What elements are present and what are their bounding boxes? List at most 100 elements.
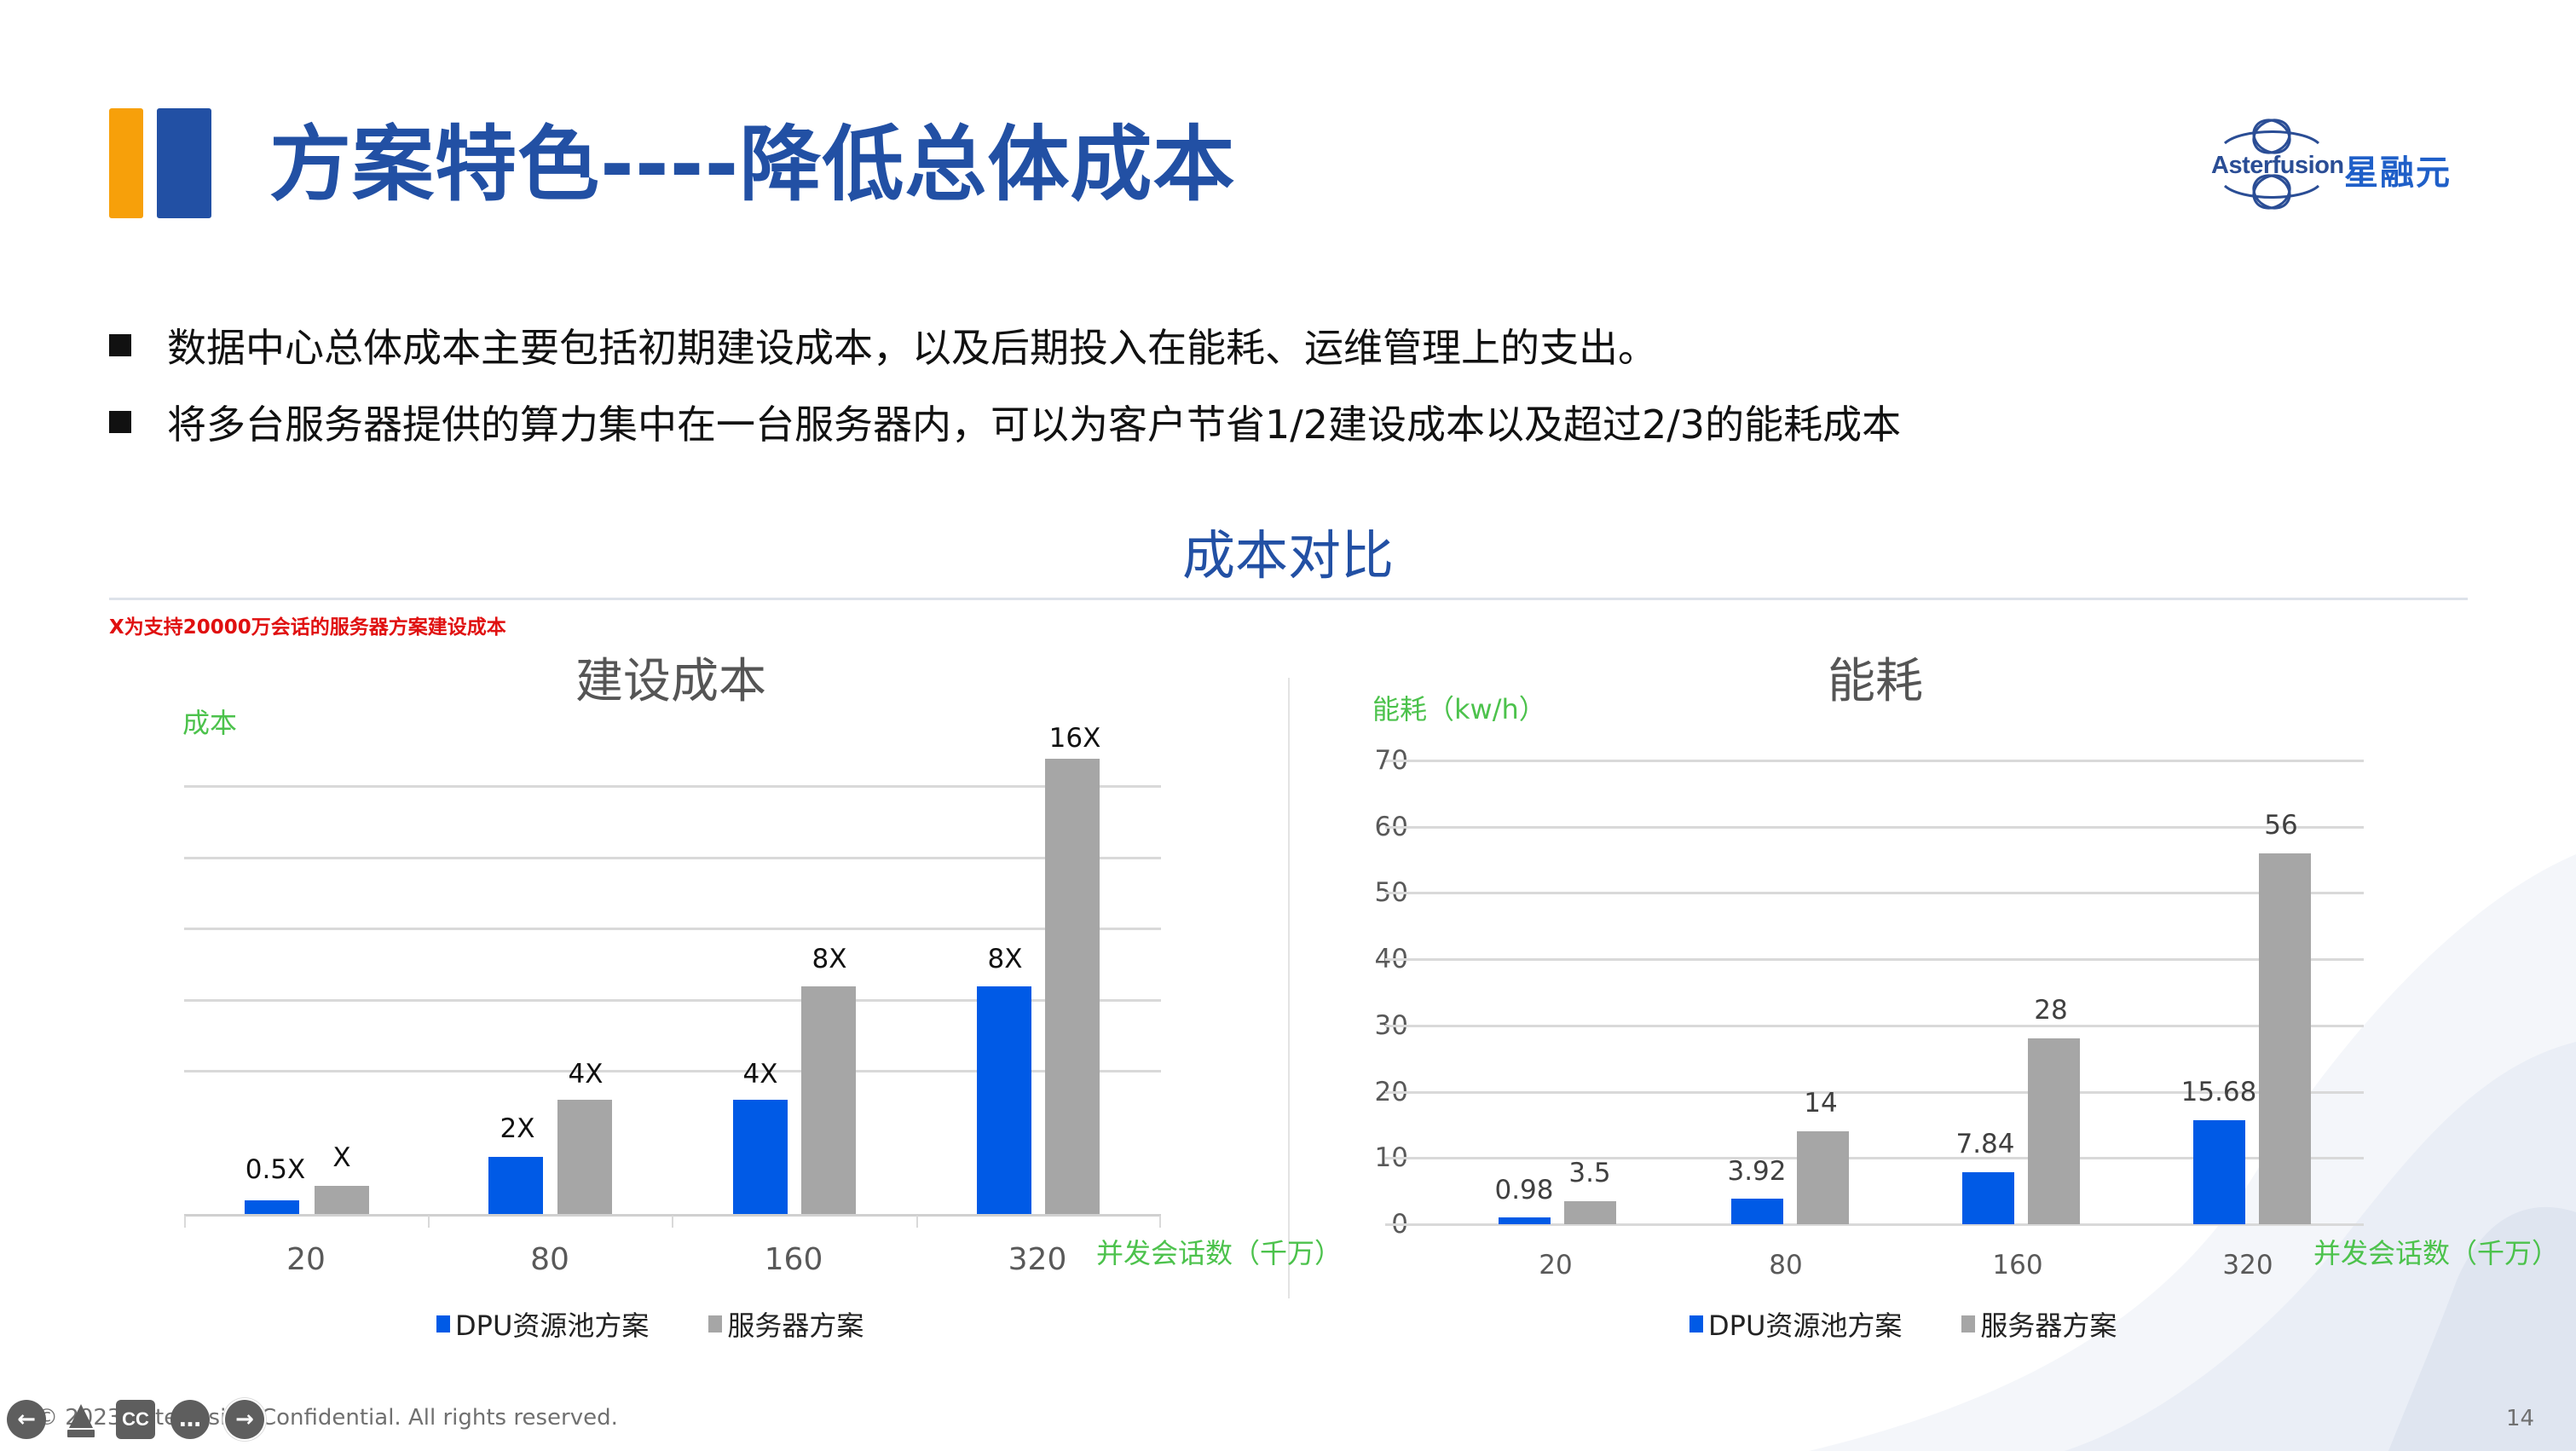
data-label: 8X [811,944,847,974]
more-options-button[interactable]: … [170,1400,210,1439]
construction-cost-chart: 建设成本 成本 0.5X X 2X 4X 4X 8X 8X 16X 20 80 … [182,654,1342,1344]
data-label: 2X [500,1113,535,1144]
x-axis-line [184,1214,1161,1217]
arrow-right-icon: → [235,1407,254,1432]
data-label: 4X [568,1059,604,1090]
gridline [1385,760,2364,762]
title-accent-bar-orange [109,108,143,218]
bar-dpu-20 [1499,1217,1551,1224]
bullet-list: 数据中心总体成本主要包括初期建设成本，以及后期投入在能耗、运维管理上的支出。 将… [109,307,1901,460]
data-label: 14 [1804,1088,1838,1119]
bar-server-320 [1045,759,1100,1214]
bullet-text: 将多台服务器提供的算力集中在一台服务器内，可以为客户节省1/2建设成本以及超过2… [167,402,1902,448]
x-tick-mark [184,1216,186,1228]
data-label: 0.5X [245,1154,306,1185]
section-title-text: 成本对比 [1181,524,1394,587]
square-bullet-icon [109,334,131,356]
chart-legend: DPU资源池方案 服务器方案 [1689,1304,2176,1344]
x-axis-label: 并发会话数（千万） [1096,1237,1343,1269]
pen-icon [67,1404,95,1437]
cost-note: X为支持20000万会话的服务器方案建设成本 [109,616,506,639]
x-tick-mark [1159,1216,1161,1228]
data-label: 7.84 [1955,1129,2015,1159]
x-tick-label: 160 [764,1242,823,1277]
logo-text-en: Asterfusion [2211,152,2344,179]
legend-swatch-blue-icon [436,1315,450,1332]
bar-dpu-320 [977,986,1031,1214]
gridline [184,857,1161,859]
company-logo: Asterfusion 星融元 [2208,111,2472,217]
x-axis-label: 并发会话数（千万） [2313,1237,2560,1269]
bullet-item: 数据中心总体成本主要包括初期建设成本，以及后期投入在能耗、运维管理上的支出。 [109,307,1901,384]
bullet-text: 数据中心总体成本主要包括初期建设成本，以及后期投入在能耗、运维管理上的支出。 [167,325,1657,371]
bullet-item: 将多台服务器提供的算力集中在一台服务器内，可以为客户节省1/2建设成本以及超过2… [109,384,1901,460]
data-label: 56 [2264,810,2298,841]
legend-label: DPU资源池方案 [1708,1309,1903,1342]
gridline [1385,1091,2364,1094]
data-label: 4X [742,1059,778,1090]
x-tick-mark [672,1216,673,1228]
legend-label: 服务器方案 [727,1309,864,1342]
legend-label: 服务器方案 [1980,1309,2117,1342]
data-label: 3.92 [1727,1156,1787,1187]
gridline [1385,826,2364,829]
chart-divider [1288,678,1290,1298]
x-tick-label: 320 [1008,1242,1067,1277]
title-accent-bar-blue [157,108,211,218]
page-title: 方案特色----降低总体成本 [269,117,1236,212]
legend-swatch-gray-icon [708,1315,723,1332]
bar-dpu-160 [1962,1172,2014,1224]
captions-button[interactable]: CC [116,1400,155,1439]
x-tick-label: 80 [1769,1250,1803,1280]
bar-dpu-20 [245,1200,299,1214]
x-tick-label: 80 [530,1242,569,1277]
legend-label: DPU资源池方案 [455,1309,650,1342]
gridline [1385,1157,2364,1159]
legend-swatch-gray-icon [1961,1315,1976,1332]
x-tick-label: 20 [1539,1250,1573,1280]
data-label: X [332,1142,351,1173]
bar-server-160 [801,986,856,1214]
prev-slide-button[interactable]: ← [7,1400,46,1439]
y-axis-label: 能耗（kw/h） [1372,693,1546,726]
gridline [184,1070,1161,1072]
gridline [184,785,1161,788]
cc-icon: CC [122,1408,149,1430]
gridline [1385,958,2364,961]
chart-title: 建设成本 [575,654,766,709]
gridline [1385,1025,2364,1027]
legend-item-server: 服务器方案 [708,1304,863,1344]
chart-title: 能耗 [1828,654,1923,709]
page-number: 14 [2506,1406,2535,1431]
bar-dpu-160 [733,1100,788,1214]
bar-server-80 [1797,1131,1849,1224]
gridline [1385,892,2364,894]
bar-server-80 [557,1100,612,1214]
x-tick-label: 20 [286,1242,326,1277]
gridline [184,928,1161,930]
x-tick-mark [916,1216,918,1228]
data-label: 16X [1048,723,1101,754]
pen-tool-button[interactable] [61,1400,101,1439]
section-title: 成本对比 [0,522,2576,590]
x-tick-label: 320 [2222,1250,2273,1280]
legend-item-server: 服务器方案 [1961,1304,2117,1344]
x-axis-line [1385,1223,2364,1226]
logo-text-cn: 星融元 [2344,153,2452,193]
x-tick-mark [428,1216,430,1228]
bar-server-160 [2028,1038,2080,1224]
data-label: 0.98 [1494,1175,1554,1205]
bar-server-320 [2259,853,2311,1224]
next-slide-button[interactable]: → [225,1400,264,1439]
data-label: 28 [2034,995,2068,1026]
arrow-left-icon: ← [17,1407,36,1432]
ellipsis-icon: … [179,1407,201,1432]
y-axis-label: 成本 [182,707,238,739]
x-tick-label: 160 [1992,1250,2043,1280]
data-label: 15.68 [2180,1077,2257,1107]
chart-legend: DPU资源池方案 服务器方案 [436,1304,923,1344]
atom-logo-icon [2223,119,2320,210]
bar-dpu-80 [488,1157,543,1214]
bar-server-20 [1564,1201,1616,1224]
